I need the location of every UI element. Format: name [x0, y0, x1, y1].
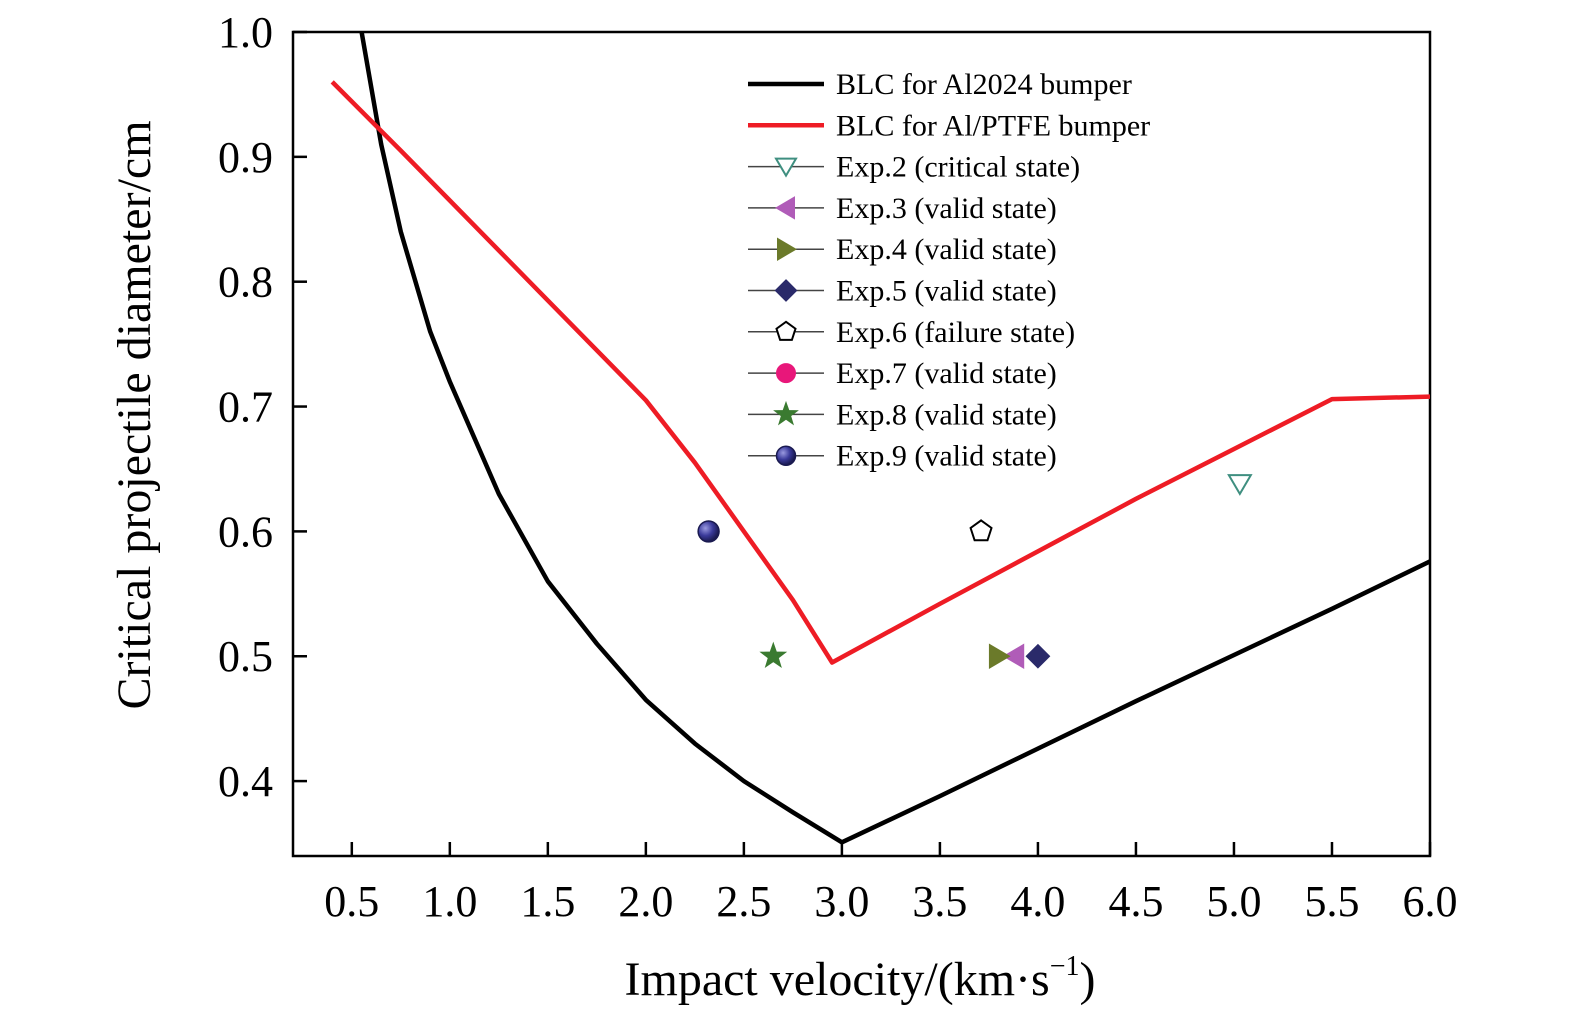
legend-marker-8	[773, 400, 799, 426]
legend-marker-5	[774, 279, 798, 302]
data-point-9-0	[697, 520, 720, 543]
series-line-0	[359, 32, 1430, 845]
data-point-4-0	[988, 643, 1011, 669]
x-tick-label: 3.5	[912, 877, 967, 926]
x-tick-label: 1.0	[422, 877, 477, 926]
legend-label-2: Exp.2 (critical state)	[836, 151, 1080, 184]
legend-label-6: Exp.6 (failure state)	[836, 316, 1075, 349]
y-tick-label: 0.7	[218, 383, 273, 432]
x-axis-title-sup: −1	[1050, 951, 1080, 982]
x-axis-title: Impact velocity/(km·s−1)	[625, 951, 1096, 1006]
x-axis-title-main: Impact velocity/(km·s	[625, 953, 1050, 1006]
x-tick-label: 0.5	[324, 877, 379, 926]
y-axis-title: Critical projectile diameter/cm	[108, 120, 161, 709]
data-point-6-0	[969, 519, 993, 542]
x-tick-label: 4.0	[1010, 877, 1065, 926]
x-tick-label: 2.0	[618, 877, 673, 926]
legend-marker-4	[777, 237, 797, 261]
legend-label-3: Exp.3 (valid state)	[836, 192, 1057, 225]
x-tick-label: 1.5	[520, 877, 575, 926]
x-tick-label: 5.0	[1206, 877, 1261, 926]
x-tick-label: 4.5	[1108, 877, 1163, 926]
marker-layer	[697, 474, 1253, 669]
series-layer	[330, 32, 1430, 845]
legend-marker-2	[774, 157, 798, 178]
x-tick-label: 6.0	[1403, 877, 1458, 926]
data-point-3-0	[1002, 643, 1025, 669]
legend-label-0: BLC for Al2024 bumper	[836, 68, 1132, 101]
x-tick-label: 2.5	[716, 877, 771, 926]
y-tick-label: 0.5	[218, 632, 273, 681]
plot-border	[291, 30, 1432, 858]
legend-marker-3	[775, 196, 795, 220]
x-tick-label: 5.5	[1304, 877, 1359, 926]
legend-label-1: BLC for Al/PTFE bumper	[836, 109, 1150, 142]
legend-marker-9	[775, 445, 797, 466]
x-axis: 0.5 1.0 1.5 2.0 2.5 3.0 3.5 4.0 4.5 5.0 5.5 6.0	[324, 842, 1458, 926]
legend-label-7: Exp.7 (valid state)	[836, 357, 1057, 390]
legend-label-4: Exp.4 (valid state)	[836, 233, 1057, 266]
data-point-2-0	[1227, 474, 1253, 496]
legend-marker-6	[775, 320, 797, 341]
y-tick-label: 0.8	[218, 258, 273, 307]
legend-label-5: Exp.5 (valid state)	[836, 275, 1057, 308]
series-line-1	[330, 80, 1430, 665]
y-tick-label: 1.0	[218, 8, 273, 57]
legend: BLC for Al2024 bumper BLC for Al/PTFE bum…	[748, 68, 1150, 473]
y-tick-label: 0.9	[218, 133, 273, 182]
legend-marker-7	[776, 363, 796, 384]
legend-label-9: Exp.9 (valid state)	[836, 440, 1057, 473]
y-axis: 0.4 0.5 0.6 0.7 0.8 0.9 1.0	[218, 8, 307, 806]
y-tick-label: 0.4	[218, 757, 273, 806]
x-axis-title-close: )	[1080, 953, 1096, 1006]
data-point-5-0	[1025, 643, 1051, 669]
y-tick-label: 0.6	[218, 507, 273, 556]
legend-label-8: Exp.8 (valid state)	[836, 398, 1057, 431]
data-point-8-0	[759, 641, 788, 669]
x-tick-label: 3.0	[814, 877, 869, 926]
plot-frame	[291, 30, 1432, 858]
